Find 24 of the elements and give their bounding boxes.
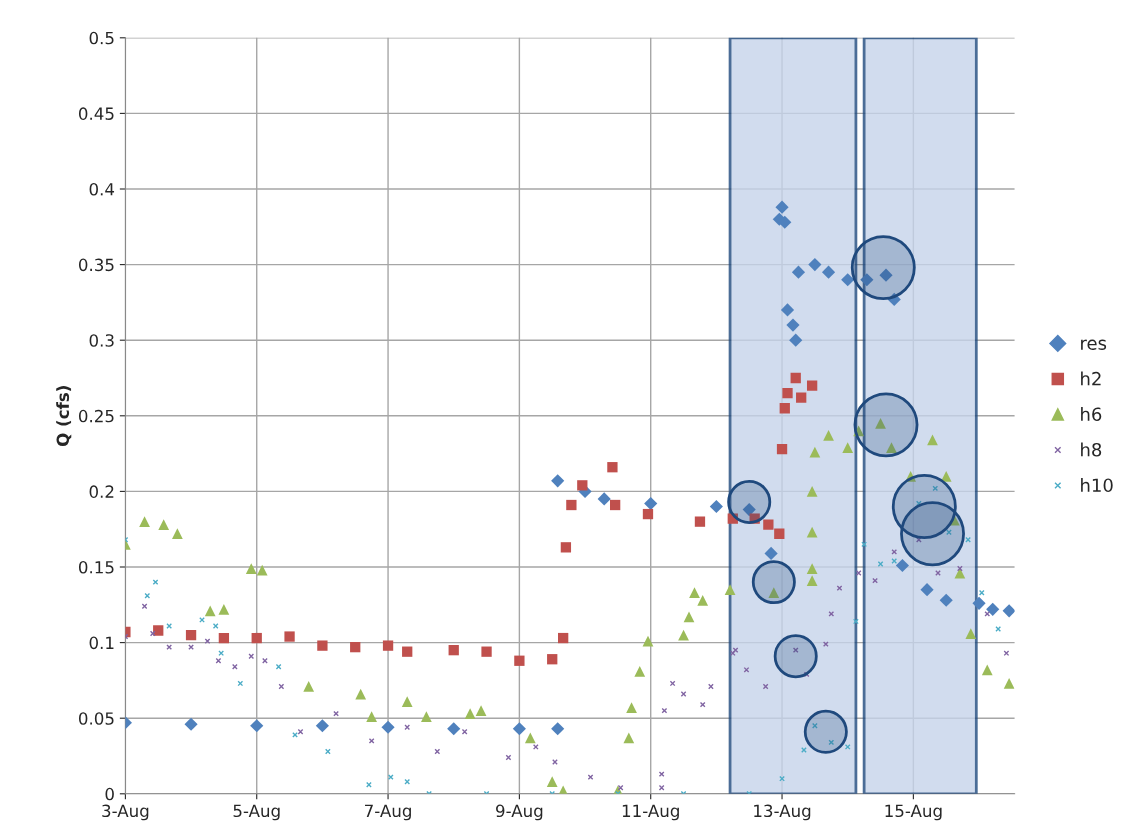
legend-label: res [1081,339,1107,350]
x-tick-label: 7-Aug [365,804,411,821]
y-axis-title: Q (cfs) [56,386,72,447]
x-tick-label: 9-Aug [496,804,543,821]
y-tick-label: 0 [105,787,114,801]
legend-label: h6 [1081,407,1102,422]
y-tick-label: 0.45 [78,107,114,120]
x-tick-label: 3-Aug [102,804,149,821]
x-tick-label: 15-Aug [885,804,942,821]
x-tick-label: 5-Aug [233,804,280,821]
legend-label: h2 [1081,371,1101,386]
y-tick-label: 0.05 [78,712,114,725]
legend-label: h8 [1081,442,1102,457]
y-tick-label: 0.1 [89,636,114,650]
x-tick-label: 13-Aug [754,804,811,821]
y-tick-label: 0.3 [89,334,114,347]
x-tick-label: 11-Aug [622,804,679,821]
y-tick-label: 0.15 [78,560,114,574]
y-tick-label: 0.25 [78,409,114,423]
legend-label: h10 [1081,478,1113,493]
y-tick-label: 0.4 [89,182,115,196]
y-tick-label: 0.5 [89,31,114,45]
y-tick-label: 0.2 [89,485,114,498]
y-tick-label: 0.35 [78,258,114,272]
